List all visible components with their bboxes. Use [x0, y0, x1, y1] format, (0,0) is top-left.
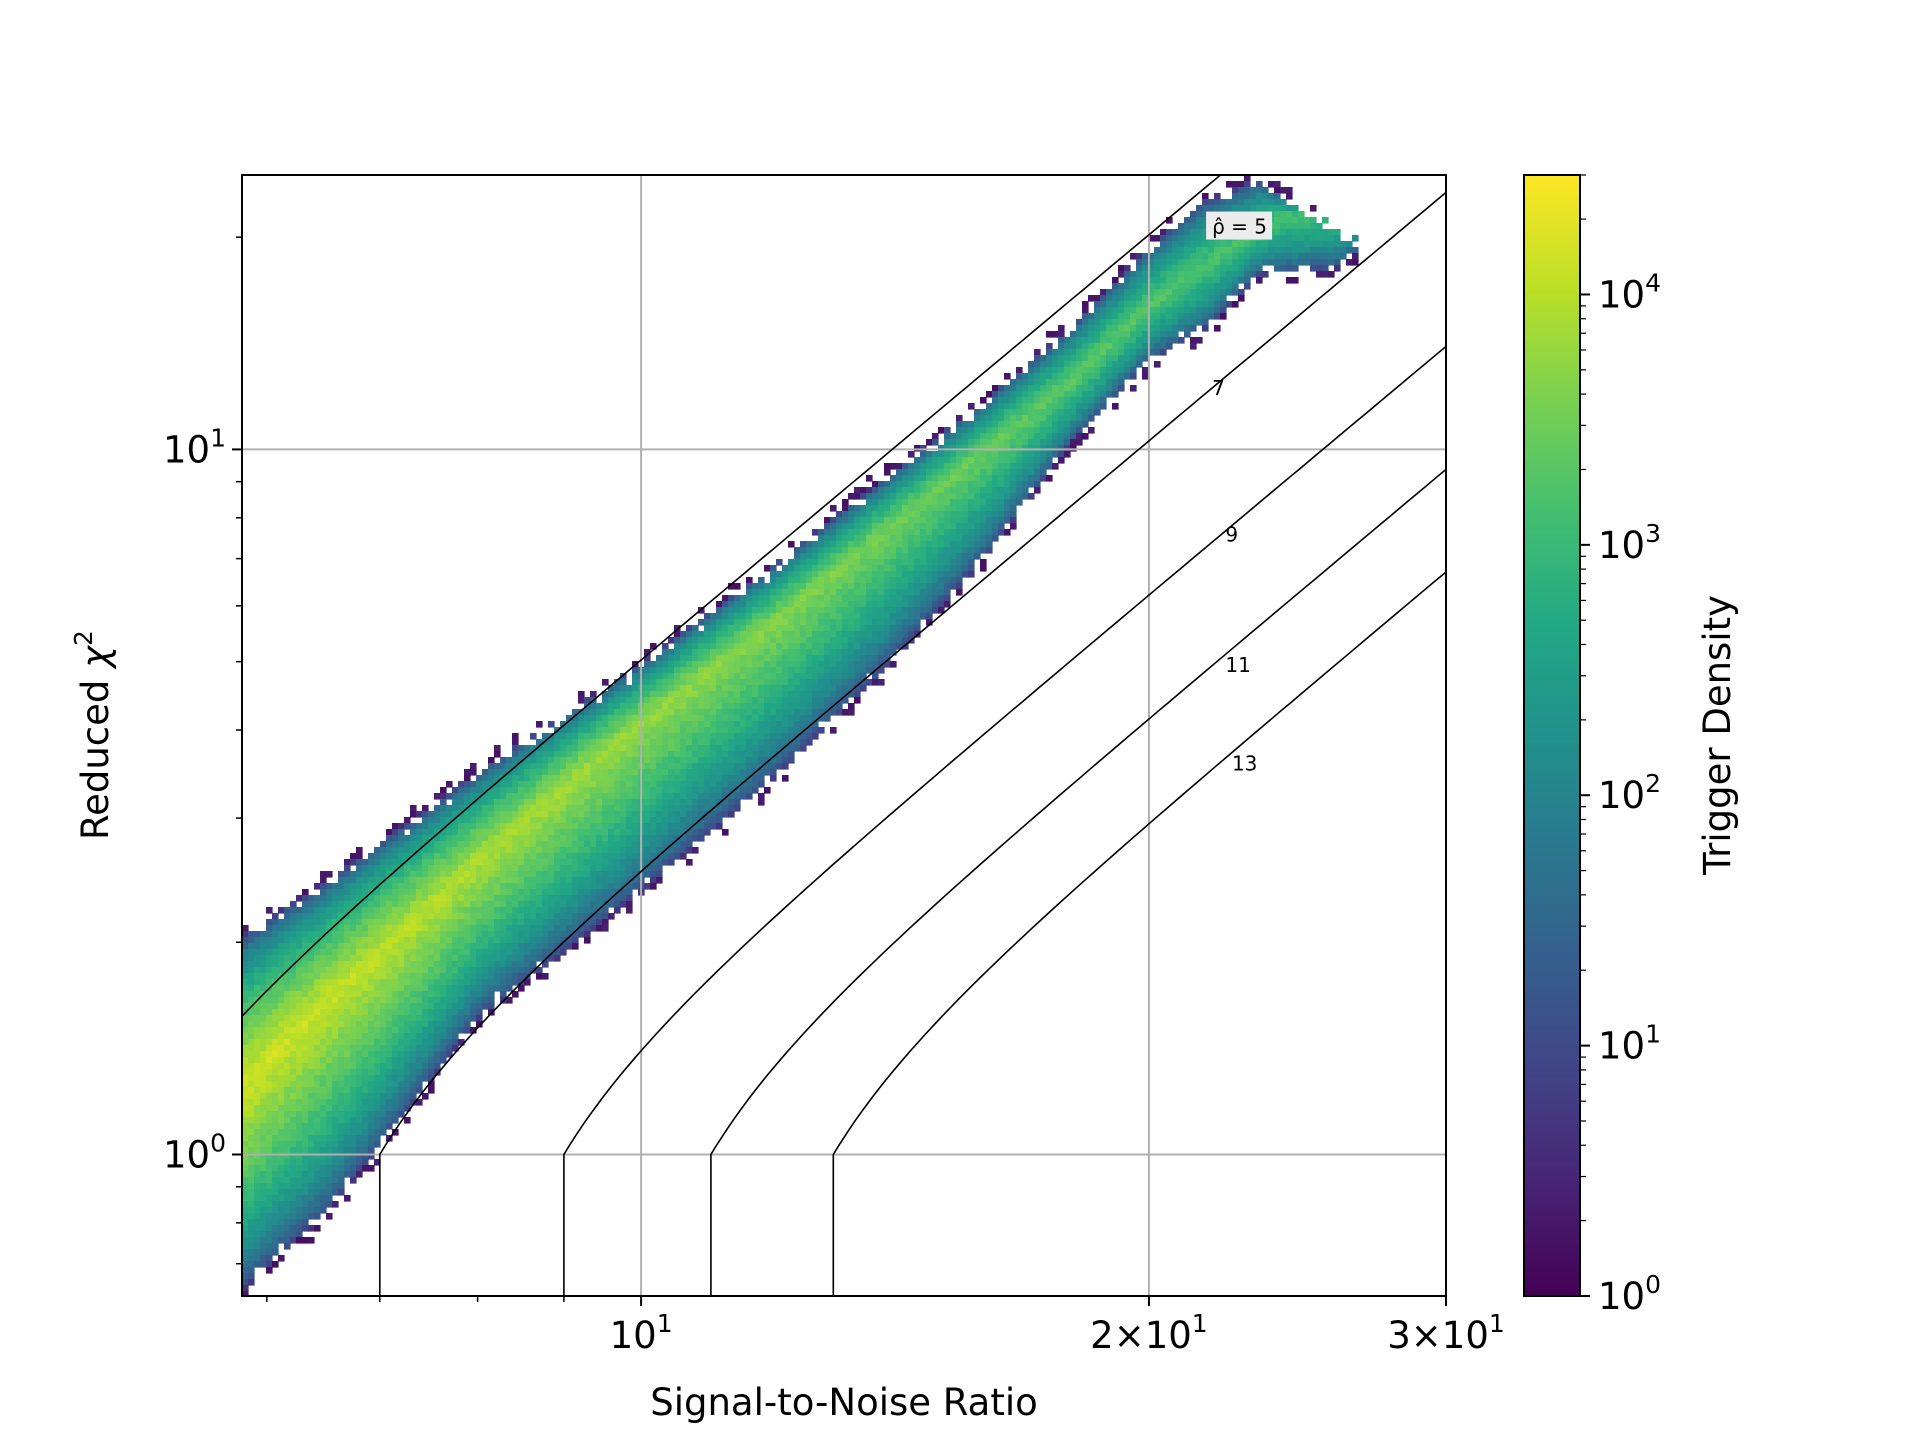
y-axis-label: Reduced χ2	[69, 630, 117, 840]
tick-label: 102	[1598, 769, 1661, 817]
density-map	[242, 175, 1359, 1298]
tick-label: 101	[610, 1309, 673, 1357]
tick-label: 100	[163, 1129, 226, 1177]
y-axis: 100 101	[163, 237, 242, 1264]
colorbar-label: Trigger Density	[1696, 595, 1739, 876]
colorbar-gradient	[1524, 175, 1580, 1296]
tick-label: 104	[1598, 268, 1661, 316]
tick-label: 101	[163, 423, 226, 471]
plot-area: ρ̂ = 5 7 9 11 13 101 2×101 3×101 100 101 Signal…	[69, 25, 1920, 1424]
contour-label: 11	[1225, 653, 1250, 677]
colorbar: 100 101 102 103 104 Trigger Density	[1524, 175, 1739, 1318]
tick-label: 103	[1598, 519, 1661, 567]
x-axis-label: Signal-to-Noise Ratio	[650, 1381, 1038, 1424]
contour-label: 13	[1232, 752, 1257, 776]
tick-label: 2×101	[1090, 1309, 1208, 1357]
y-axis-label-sup: 2	[69, 630, 98, 646]
x-axis: 101 2×101 3×101	[267, 1296, 1505, 1357]
y-axis-label-prefix: Reduced	[74, 668, 117, 840]
colorbar-ticks: 100 101 102 103 104	[1580, 175, 1661, 1318]
y-axis-label-symbol: χ	[74, 644, 117, 670]
contour-label: 7	[1212, 376, 1225, 400]
contour-label: ρ̂ = 5	[1212, 215, 1267, 239]
tick-label: 100	[1598, 1270, 1661, 1318]
contour-line	[833, 25, 1920, 1296]
contour-label: 9	[1225, 522, 1238, 546]
contour-line	[380, 25, 1647, 1296]
tick-label: 101	[1598, 1020, 1661, 1068]
tick-label: 3×101	[1387, 1309, 1505, 1357]
